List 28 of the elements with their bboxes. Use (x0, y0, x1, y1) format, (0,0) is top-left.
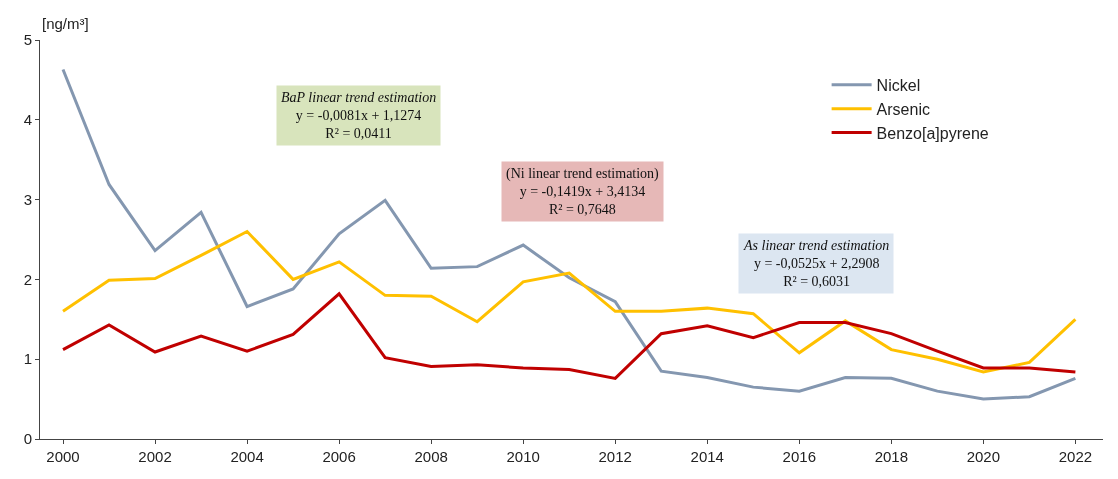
x-tick-label: 2002 (138, 448, 172, 465)
x-tick-label: 2022 (1058, 448, 1093, 465)
annotation: As linear trend estimation y = -0,0525x + 2,2908 R² = 0,6031 (743, 238, 890, 290)
y-tick-label: 0 (23, 430, 32, 448)
legend-label: Arsenic (876, 100, 930, 118)
x-tick-label: 2004 (230, 448, 264, 465)
x-tick-label: 2016 (782, 448, 816, 465)
y-tick-label: 2 (23, 270, 32, 288)
y-tick-label: 1 (23, 350, 32, 368)
line-series (61, 68, 1077, 401)
x-tick-label: 2000 (46, 448, 80, 465)
x-tick-label: 2008 (414, 448, 448, 465)
legend-label: Benzo[a]pyrene (876, 124, 989, 142)
annotation: (Ni linear trend estimation) y = -0,1419x + 3,4134 R² = 0,7648 (506, 166, 660, 218)
x-tick-label: 2014 (690, 448, 724, 465)
x-tick-label: 2018 (874, 448, 909, 465)
x-tick-label: 2010 (506, 448, 540, 465)
y-tick-label: 4 (23, 111, 32, 129)
x-tick-label: 2020 (966, 448, 1001, 465)
y-axis-title: [ng/m³] (42, 15, 89, 32)
line-series (61, 292, 1077, 380)
legend-label: Nickel (876, 77, 921, 95)
line-series (61, 230, 1077, 374)
annotation: BaP linear trend estimation y = -0,0081x + 1,1274 R² = 0,0411 (281, 90, 437, 142)
y-tick-label: 3 (23, 190, 32, 208)
y-tick-label: 5 (23, 31, 32, 49)
x-tick-label: 2012 (598, 448, 632, 465)
x-tick-label: 2006 (322, 448, 356, 465)
